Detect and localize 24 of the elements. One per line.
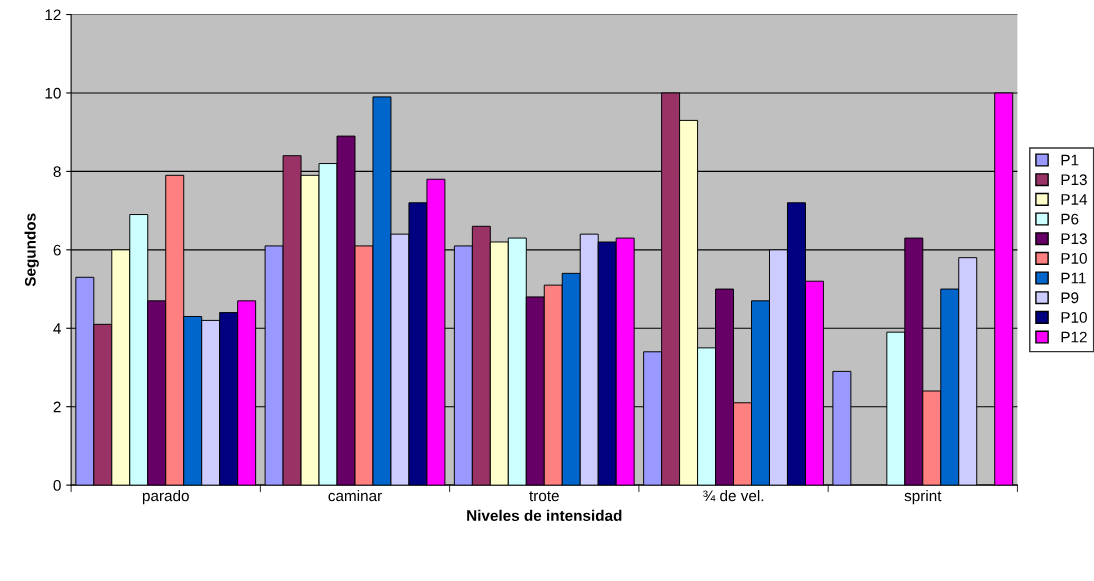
y-tick-label: 0 [53,480,61,491]
y-axis-title: Segundos [24,213,39,287]
y-tick-label: 8 [53,166,61,178]
legend-label: P13 [1061,233,1087,245]
legend-label: P11 [1061,272,1086,284]
legend-label: P12 [1061,331,1087,343]
y-tick-label: 2 [53,401,61,413]
legend-label: P6 [1061,213,1079,225]
x-tick-label: sprint [904,490,942,505]
x-axis-title: Niveles de intensidad [467,509,622,522]
x-tick-label: parado [142,490,189,505]
legend-label: P9 [1061,292,1079,304]
y-tick-label: 4 [53,323,61,334]
y-tick-label: 12 [45,9,61,21]
legend-label: P14 [1061,194,1088,205]
x-tick-label: ¾ de vel. [703,490,764,502]
legend-label: P10 [1061,252,1087,264]
y-tick-label: 6 [53,244,61,256]
x-tick-label: trote [529,491,559,502]
x-tick-label: caminar [328,490,382,502]
y-tick-label: 10 [45,87,61,99]
legend-label: P13 [1061,174,1087,186]
legend-label: P1 [1061,154,1079,166]
legend-label: P10 [1061,312,1087,323]
